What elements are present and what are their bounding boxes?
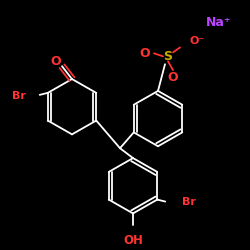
Text: O: O: [168, 70, 178, 84]
Text: O: O: [140, 47, 150, 60]
Text: Br: Br: [12, 91, 26, 101]
Text: Br: Br: [182, 196, 196, 206]
Text: O⁻: O⁻: [190, 36, 205, 46]
Text: OH: OH: [123, 234, 143, 247]
Text: Na⁺: Na⁺: [206, 16, 232, 29]
Text: O: O: [51, 55, 61, 68]
Text: S: S: [164, 50, 172, 63]
